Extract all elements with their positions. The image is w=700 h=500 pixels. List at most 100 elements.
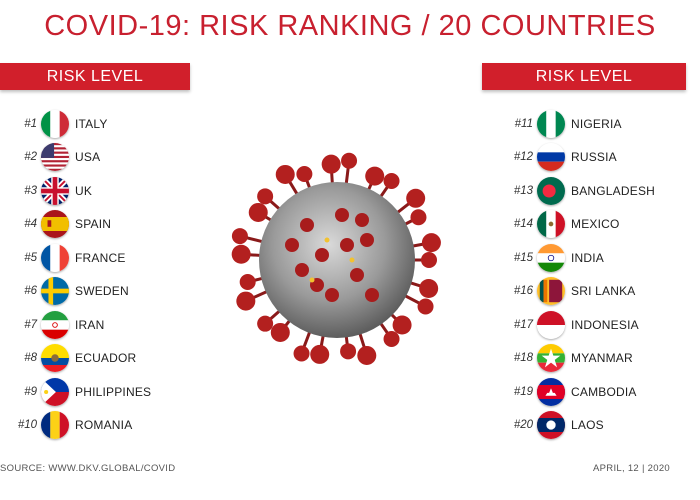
country-name: LAOS	[571, 418, 604, 433]
spike-head	[383, 331, 400, 348]
surface-protein	[335, 208, 349, 222]
list-item: #6 SWEDEN	[15, 275, 151, 309]
list-item: #17 INDONESIA	[505, 308, 655, 342]
spike-head	[257, 315, 274, 332]
list-item: #1 ITALY	[15, 107, 151, 141]
country-name: INDIA	[571, 250, 605, 265]
country-name: ROMANIA	[75, 418, 133, 433]
rank-label: #3	[24, 184, 37, 197]
list-item: #12 RUSSIA	[505, 141, 655, 175]
right-risk-level-header: RISK LEVEL	[482, 63, 686, 90]
list-item: #9 PHILIPPINES	[15, 375, 151, 409]
spain-flag-icon	[41, 210, 69, 239]
country-name: PHILIPPINES	[75, 384, 152, 399]
iran-flag-icon	[41, 310, 69, 339]
list-item: #3 UK	[15, 174, 151, 208]
list-item: #16 SRI LANKA	[505, 275, 655, 309]
country-name: SPAIN	[75, 217, 112, 232]
country-name: NIGERIA	[571, 116, 622, 131]
spike-head	[421, 233, 441, 253]
rank-label: #11	[514, 117, 533, 130]
surface-protein	[285, 238, 299, 252]
italy-flag-icon	[41, 109, 69, 138]
date-label: APRIL, 12 | 2020	[593, 463, 670, 474]
surface-protein	[350, 268, 364, 282]
romania-flag-icon	[41, 411, 69, 440]
country-name: SRI LANKA	[571, 284, 636, 299]
surface-protein	[315, 248, 329, 262]
rank-label: #1	[24, 117, 37, 130]
rank-label: #5	[24, 251, 37, 264]
spike-head	[406, 188, 426, 208]
list-item: #20 LAOS	[505, 409, 655, 443]
source-label: SOURCE: WWW.DKV.GLOBAL/COVID	[0, 463, 176, 474]
surface-protein	[325, 288, 339, 302]
spike-head	[383, 172, 400, 189]
right-country-list: #11 NIGERIA #12 RUSSIA #13 BANGLADESH #1…	[505, 107, 655, 442]
spike-head	[248, 202, 268, 222]
surface-marker	[309, 277, 315, 283]
cambodia-flag-icon	[537, 377, 565, 406]
country-name: INDONESIA	[571, 317, 639, 332]
spike-head	[321, 154, 341, 174]
surface-protein	[355, 213, 369, 227]
rank-label: #10	[17, 419, 37, 432]
country-name: FRANCE	[75, 250, 126, 265]
spike-head	[296, 165, 313, 182]
spike-head	[275, 164, 295, 184]
spike-head	[357, 345, 377, 365]
sweden-flag-icon	[41, 277, 69, 306]
rank-label: #9	[24, 385, 37, 398]
ecuador-flag-icon	[41, 344, 69, 373]
spike-head	[392, 315, 412, 335]
country-name: RUSSIA	[571, 150, 617, 165]
spike-head	[231, 228, 248, 245]
page-title: COVID-19: RISK RANKING / 20 COUNTRIES	[44, 10, 656, 42]
spike-head	[293, 345, 310, 362]
rank-label: #8	[24, 352, 37, 365]
list-item: #13 BANGLADESH	[505, 174, 655, 208]
spike-head	[231, 244, 251, 264]
rank-label: #7	[24, 318, 37, 331]
country-name: BANGLADESH	[571, 183, 656, 198]
list-item: #4 SPAIN	[15, 208, 151, 242]
spike-head	[365, 166, 385, 186]
surface-marker	[349, 257, 355, 263]
list-item: #10 ROMANIA	[15, 409, 151, 443]
spike-head	[417, 298, 434, 315]
country-name: SWEDEN	[75, 284, 129, 299]
rank-label: #15	[513, 251, 533, 264]
france-flag-icon	[41, 243, 69, 272]
spike-head	[270, 322, 290, 342]
rank-label: #20	[513, 419, 533, 432]
nigeria-flag-icon	[537, 109, 565, 138]
russia-flag-icon	[537, 143, 565, 172]
list-item: #5 FRANCE	[15, 241, 151, 275]
surface-protein	[300, 218, 314, 232]
rank-label: #17	[513, 318, 533, 331]
rank-label: #6	[24, 285, 37, 298]
left-country-list: #1 ITALY #2 USA #3 UK #4 SPAIN #5 FRANCE…	[15, 107, 151, 442]
mexico-flag-icon	[537, 210, 565, 239]
country-name: USA	[75, 150, 101, 165]
rank-label: #4	[24, 218, 37, 231]
list-item: #8 ECUADOR	[15, 342, 151, 376]
surface-protein	[360, 233, 374, 247]
left-risk-level-header: RISK LEVEL	[0, 63, 190, 90]
spike-head	[257, 188, 274, 205]
usa-flag-icon	[41, 143, 69, 172]
spike-head	[421, 252, 437, 268]
surface-marker	[324, 237, 330, 243]
rank-label: #14	[513, 218, 533, 231]
indonesia-flag-icon	[537, 310, 565, 339]
surface-protein	[340, 238, 354, 252]
bangladesh-flag-icon	[537, 176, 565, 205]
list-item: #19 CAMBODIA	[505, 375, 655, 409]
coronavirus-illustration	[231, 152, 441, 365]
surface-protein	[295, 263, 309, 277]
country-name: MEXICO	[571, 217, 620, 232]
country-name: ECUADOR	[75, 351, 137, 366]
rank-label: #2	[24, 151, 37, 164]
list-item: #7 IRAN	[15, 308, 151, 342]
spike-head	[239, 274, 256, 291]
